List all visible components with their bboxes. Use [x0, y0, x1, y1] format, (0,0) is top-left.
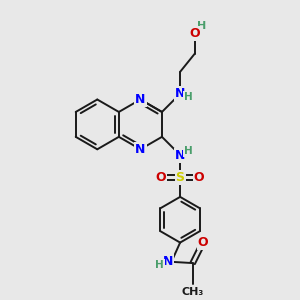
Text: O: O	[198, 236, 208, 249]
Text: H: H	[184, 146, 193, 157]
Text: H: H	[184, 92, 193, 102]
Text: N: N	[175, 87, 185, 100]
Text: O: O	[190, 27, 200, 40]
Text: N: N	[163, 255, 173, 268]
Text: N: N	[135, 143, 146, 156]
Text: S: S	[176, 171, 184, 184]
Text: H: H	[196, 21, 206, 31]
Text: CH₃: CH₃	[182, 287, 204, 297]
Text: N: N	[135, 93, 146, 106]
Text: N: N	[175, 148, 185, 161]
Text: H: H	[155, 260, 164, 270]
Text: O: O	[194, 171, 205, 184]
Text: O: O	[156, 171, 167, 184]
